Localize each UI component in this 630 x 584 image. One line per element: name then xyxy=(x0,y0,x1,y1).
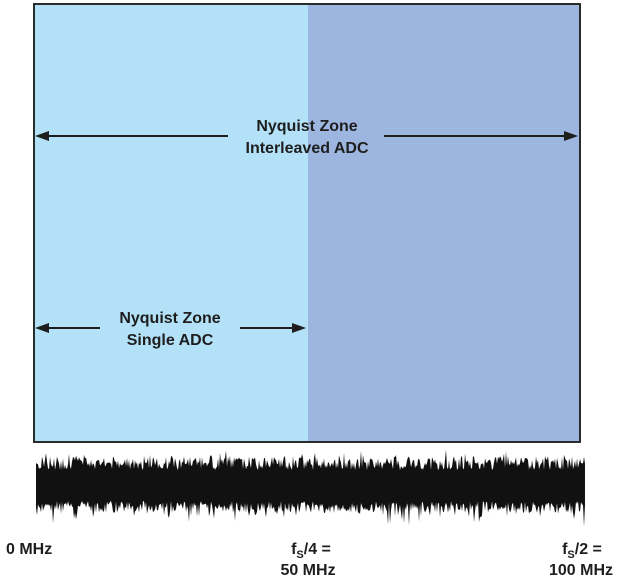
axis-label-fs4-line2: 50 MHz xyxy=(280,562,335,579)
fs2-subscript: S xyxy=(567,549,574,561)
single-arrow-left-head-icon xyxy=(35,323,49,333)
fs2-symbol: f xyxy=(562,541,568,558)
interleaved-zone-label-line2: Interleaved ADC xyxy=(246,140,369,157)
fs4-subscript: S xyxy=(296,549,303,561)
axis-label-fs-over-4: fS/4 = 50 MHz xyxy=(280,541,335,579)
interleaved-zone-arrow xyxy=(35,131,578,141)
noise-floor-waveform xyxy=(36,449,585,527)
axis-label-fs-over-2: fS/2 = 100 MHz xyxy=(549,541,613,579)
axis-label-fs2-line1: fS/2 = xyxy=(562,541,602,561)
axis-label-fs2-line2: 100 MHz xyxy=(549,562,613,579)
axis-label-fs4-line1: fS/4 = xyxy=(291,541,331,561)
single-arrow-right-head-icon xyxy=(292,323,306,333)
single-zone-label-line2: Single ADC xyxy=(127,332,214,349)
single-zone-arrow xyxy=(35,323,306,333)
diagram-frame xyxy=(33,3,581,443)
interleaved-zone-label-line1: Nyquist Zone xyxy=(256,118,357,135)
interleaved-arrow-right-head-icon xyxy=(564,131,578,141)
fs2-suffix: /2 = xyxy=(575,541,602,558)
interleaved-extension-zone xyxy=(308,4,580,442)
fs4-symbol: f xyxy=(291,541,297,558)
fs4-suffix: /4 = xyxy=(304,541,331,558)
interleaved-arrow-left-head-icon xyxy=(35,131,49,141)
single-zone-label-line1: Nyquist Zone xyxy=(119,310,220,327)
single-adc-zone xyxy=(34,4,308,442)
axis-label-0mhz: 0 MHz xyxy=(6,541,52,558)
